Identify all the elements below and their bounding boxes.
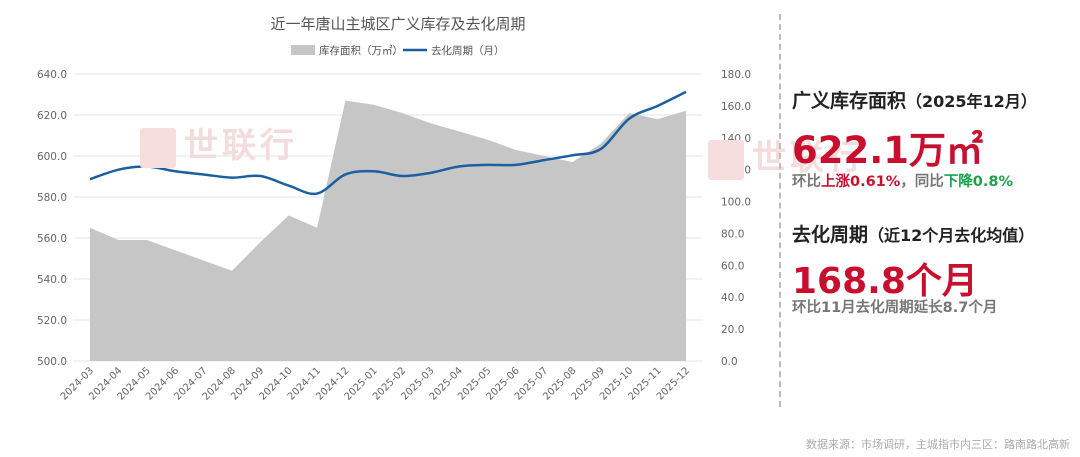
y-right-tick-label: 100.0 bbox=[721, 197, 751, 209]
inventory-value: 622.1万㎡ bbox=[792, 129, 984, 172]
line-series-cycle bbox=[89, 90, 687, 196]
inventory-title: 广义库存面积 bbox=[792, 90, 907, 112]
cycle-note: 环比11月去化周期延长8.7个月 bbox=[792, 300, 998, 316]
inventory-heading: 广义库存面积（2025年12月） bbox=[792, 86, 1037, 113]
cycle-title: 去化周期 bbox=[792, 224, 869, 246]
y-left-tick-label: 640.0 bbox=[37, 69, 67, 81]
y-right-tick-label: 0.0 bbox=[721, 356, 738, 368]
watermark-logo-icon bbox=[140, 128, 176, 168]
y-left-tick-label: 520.0 bbox=[37, 315, 67, 327]
y-right-tick-label: 80.0 bbox=[721, 228, 744, 240]
line-layer bbox=[89, 90, 687, 196]
inventory-period: （2025年12月） bbox=[906, 92, 1037, 111]
legend-area-swatch bbox=[291, 45, 315, 55]
y-left-tick-label: 600.0 bbox=[37, 151, 67, 163]
legend-line-label: 去化周期（月） bbox=[431, 44, 505, 57]
area-layer bbox=[89, 100, 687, 362]
area-series-inventory bbox=[90, 100, 686, 362]
inventory-chart: 近一年唐山主城区广义库存及去化周期 库存面积（万㎡） 去化周期（月） 640.0… bbox=[37, 15, 751, 403]
y-left-tick-label: 580.0 bbox=[37, 192, 67, 204]
watermark-left: 世联行 bbox=[140, 118, 298, 168]
watermark-logo-icon bbox=[708, 140, 744, 180]
watermark-right: 世联行 bbox=[708, 130, 866, 180]
y-right-tick-label: 60.0 bbox=[721, 260, 744, 272]
inventory-yoy-change: 下降0.8% bbox=[943, 174, 1014, 190]
inventory-mom-change: 上涨0.61% bbox=[821, 174, 901, 190]
y-right-tick-label: 180.0 bbox=[721, 69, 751, 81]
legend: 库存面积（万㎡） 去化周期（月） bbox=[291, 44, 505, 57]
y-left-tick-label: 560.0 bbox=[37, 233, 67, 245]
legend-area-label: 库存面积（万㎡） bbox=[319, 44, 403, 57]
panel-divider bbox=[779, 14, 781, 407]
inventory-yoy-prefix: ，同比 bbox=[900, 174, 944, 190]
chart-title: 近一年唐山主城区广义库存及去化周期 bbox=[270, 15, 525, 33]
data-source: 数据来源：市场调研，主城指市内三区：路南路北高新 bbox=[806, 438, 1070, 451]
cycle-value: 168.8个月 bbox=[792, 261, 978, 302]
y-right-tick-label: 20.0 bbox=[721, 324, 744, 336]
y-right-tick-label: 40.0 bbox=[721, 292, 744, 304]
cycle-heading: 去化周期（近12个月去化均值） bbox=[792, 220, 1034, 247]
y-left-tick-label: 540.0 bbox=[37, 274, 67, 286]
y-left-tick-label: 620.0 bbox=[37, 110, 67, 122]
y-right-tick-label: 160.0 bbox=[721, 101, 751, 113]
y-left-tick-label: 500.0 bbox=[37, 356, 67, 368]
inventory-mom-prefix: 环比 bbox=[792, 174, 821, 190]
inventory-change: 环比上涨0.61%，同比下降0.8% bbox=[792, 170, 1013, 191]
cycle-period: （近12个月去化均值） bbox=[868, 226, 1035, 245]
